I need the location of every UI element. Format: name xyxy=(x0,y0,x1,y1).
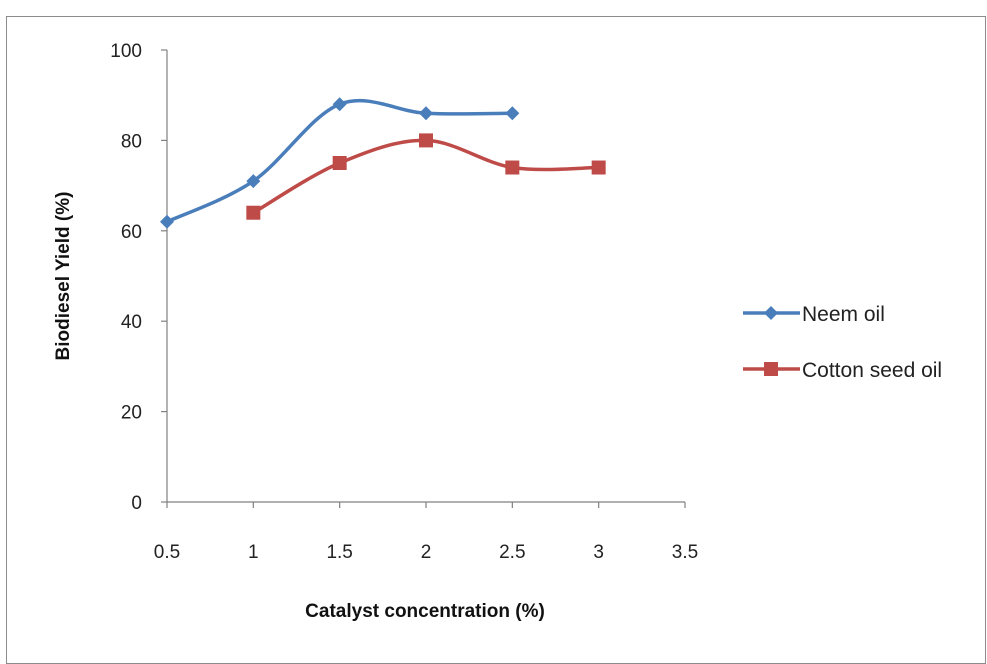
y-tick-label: 80 xyxy=(121,131,142,152)
diamond-point xyxy=(419,106,433,121)
y-tick-label: 40 xyxy=(121,312,142,333)
legend: Neem oil Cotton seed oil xyxy=(743,303,942,382)
series-2 xyxy=(246,133,606,220)
diamond-point xyxy=(246,174,261,189)
y-tick-label: 60 xyxy=(121,222,142,243)
square-point xyxy=(419,133,433,148)
x-tick-label: 2 xyxy=(421,542,432,563)
x-tick-label: 0.5 xyxy=(154,542,180,563)
square-point xyxy=(332,156,347,170)
x-tick-label: 1 xyxy=(248,542,259,563)
x-axis-ticks: 0.5 1 1.5 2 2.5 3 3.5 xyxy=(154,502,698,563)
x-tick-label: 2.5 xyxy=(499,542,525,563)
diamond-point xyxy=(332,97,347,112)
square-point xyxy=(246,205,261,220)
legend-label: Cotton seed oil xyxy=(802,359,942,382)
x-axis-title: Catalyst concentration (%) xyxy=(305,601,545,622)
y-axis-title: Biodiesel Yield (%) xyxy=(53,192,74,361)
x-tick-label: 1.5 xyxy=(326,542,352,563)
chart-frame xyxy=(6,16,986,664)
y-axis-ticks: 0 20 40 60 80 100 xyxy=(110,41,167,514)
x-tick-label: 3.5 xyxy=(672,542,698,563)
y-tick-label: 0 xyxy=(131,493,142,514)
legend-marker xyxy=(764,362,778,376)
legend-item: Cotton seed oil xyxy=(743,359,942,382)
series-line xyxy=(252,138,599,215)
square-point xyxy=(591,160,606,175)
legend-label: Neem oil xyxy=(802,303,885,326)
y-tick-label: 100 xyxy=(110,41,142,62)
diamond-point xyxy=(160,214,174,229)
diamond-point xyxy=(505,106,520,121)
series-layer xyxy=(160,97,606,229)
series-1 xyxy=(160,97,520,229)
y-tick-label: 20 xyxy=(121,403,142,424)
x-tick-label: 3 xyxy=(593,542,604,563)
square-point xyxy=(505,160,520,175)
legend-item: Neem oil xyxy=(743,303,885,326)
legend-marker xyxy=(764,306,778,320)
